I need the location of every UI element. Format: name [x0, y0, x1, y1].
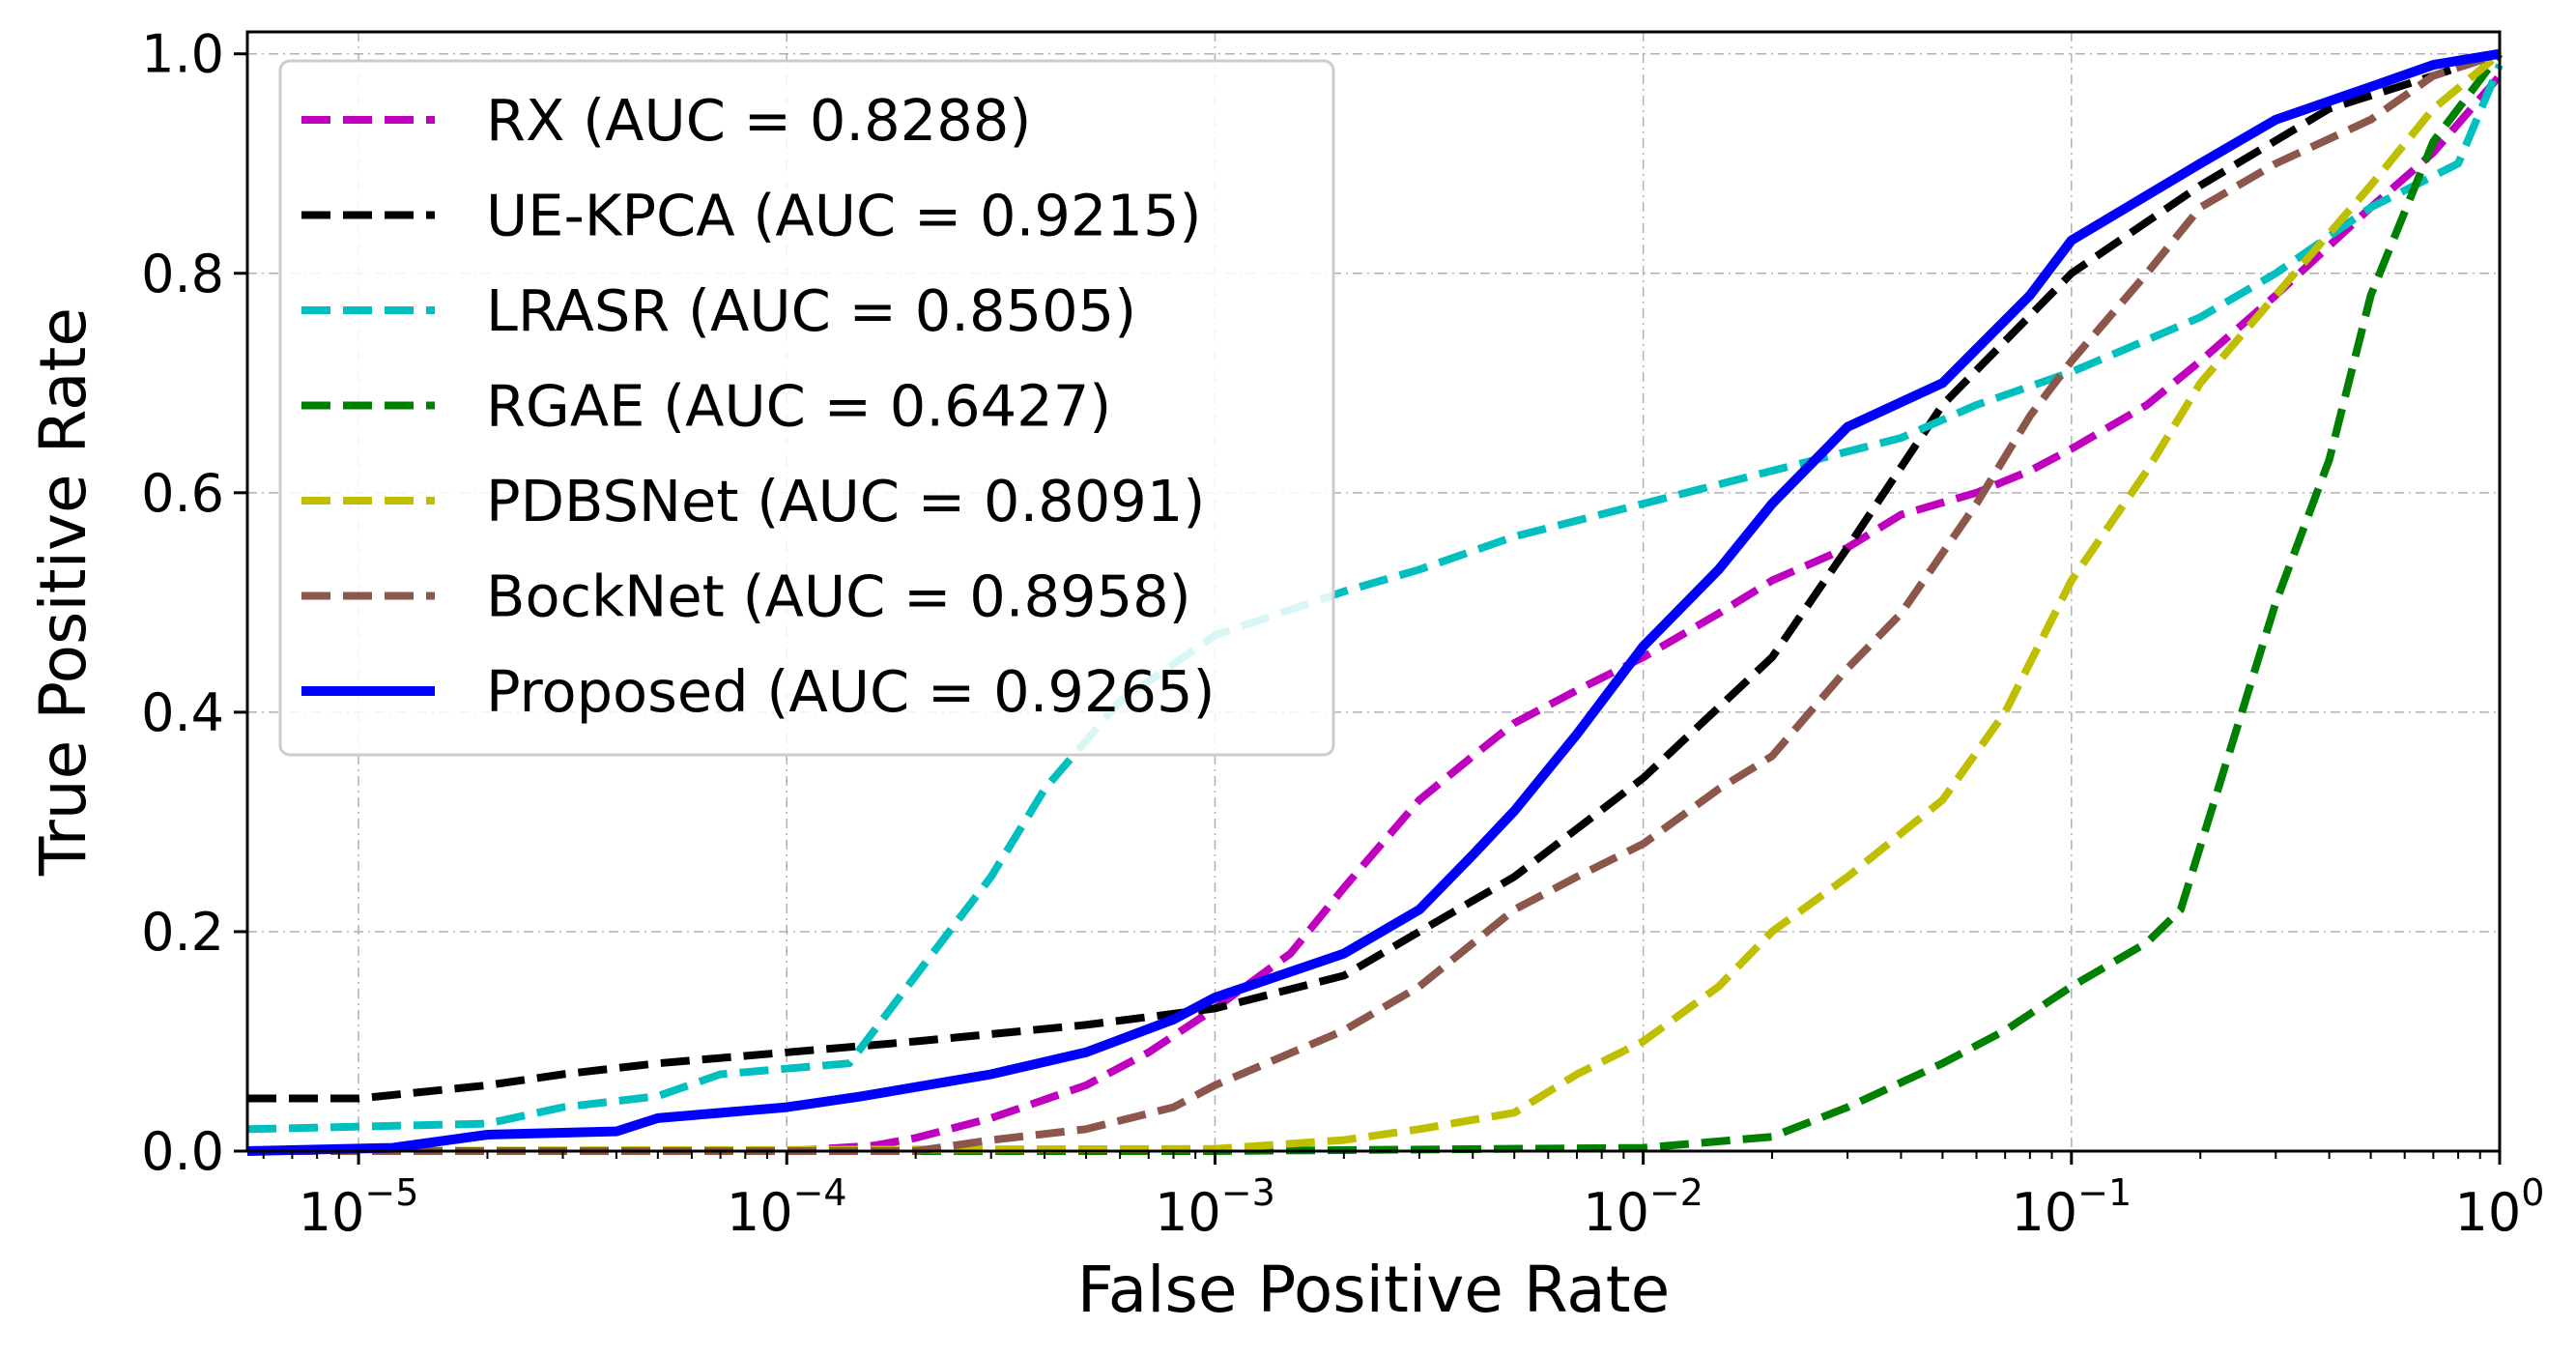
y-axis-label: True Positive Rate: [26, 307, 100, 877]
series-lines: [246, 48, 2504, 1156]
legend-entry-pdbsnet: PDBSNet (AUC = 0.8091): [486, 468, 1205, 534]
y-tick-label: 0.2: [141, 902, 224, 963]
x-tick-label: 10−2: [1583, 1171, 1703, 1243]
x-axis-ticks: 10−5 10−4 10−3 10−2 10−1 100: [262, 1151, 2545, 1243]
x-tick-exponent: −2: [1649, 1171, 1703, 1214]
x-tick-label: 10−1: [2011, 1171, 2132, 1243]
x-tick-exponent: −4: [793, 1171, 847, 1214]
y-tick-label: 1.0: [141, 24, 224, 85]
legend-entry-ue-kpca: UE-KPCA (AUC = 0.9215): [486, 183, 1202, 249]
series-line-rgae: [247, 51, 2504, 1155]
series-line-ue-kpca: [247, 49, 2502, 1103]
x-tick-base: 10: [1155, 1182, 1221, 1243]
y-tick-label: 0.6: [141, 463, 224, 524]
series-line-proposed: [246, 48, 2501, 1156]
x-tick-base: 10: [2455, 1182, 2522, 1243]
x-tick-base: 10: [727, 1182, 793, 1243]
x-tick-label: 10−4: [727, 1171, 847, 1243]
legend-entry-lrasr: LRASR (AUC = 0.8505): [486, 277, 1136, 344]
plot-frame: [245, 30, 2502, 1153]
x-tick-exponent: −5: [364, 1171, 418, 1214]
y-tick-label: 0.8: [141, 244, 224, 304]
x-tick-exponent: 0: [2521, 1171, 2544, 1214]
series-line-bocknet: [247, 49, 2502, 1155]
x-tick-label: 10−3: [1155, 1171, 1275, 1243]
y-axis-ticks: 0.0 0.2 0.4 0.6 0.8 1.0: [141, 24, 247, 1182]
series-line-pdbsnet: [246, 50, 2503, 1155]
x-axis-label: False Positive Rate: [1077, 1253, 1670, 1327]
y-tick-label: 0.0: [141, 1121, 224, 1182]
x-tick-base: 10: [299, 1182, 365, 1243]
x-tick-label: 10−5: [299, 1171, 419, 1243]
x-tick-label: 100: [2455, 1171, 2545, 1243]
legend-box: [278, 59, 1335, 757]
legend-entry-rgae: RGAE (AUC = 0.6427): [486, 373, 1111, 440]
series-line-lrasr: [246, 63, 2504, 1134]
x-tick-base: 10: [1583, 1182, 1649, 1243]
legend-entry-rx: RX (AUC = 0.8288): [486, 87, 1031, 154]
legend-entry-proposed: Proposed (AUC = 0.9265): [486, 658, 1216, 725]
x-tick-exponent: −1: [2077, 1171, 2132, 1214]
y-tick-label: 0.4: [141, 682, 224, 743]
x-tick-base: 10: [2011, 1182, 2077, 1243]
series-line-rx: [247, 72, 2504, 1155]
x-tick-exponent: −3: [1221, 1171, 1275, 1214]
legend: RX (AUC = 0.8288) UE-KPCA (AUC = 0.9215) L…: [278, 59, 1335, 757]
legend-entry-bocknet: BockNet (AUC = 0.8958): [486, 563, 1191, 630]
